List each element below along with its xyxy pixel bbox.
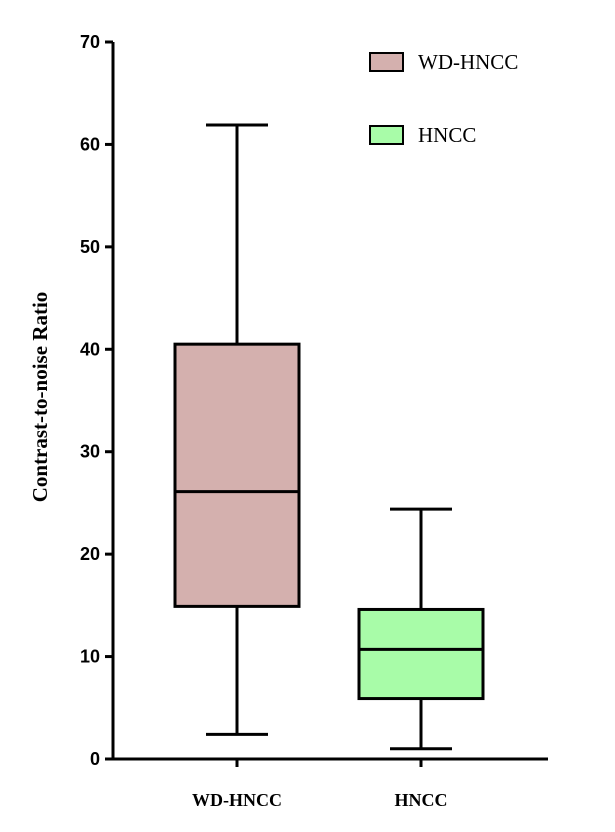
legend-label-hncc: HNCC bbox=[418, 123, 476, 147]
legend-swatch-wd-hncc bbox=[369, 52, 404, 72]
y-tick-label-0: 0 bbox=[90, 749, 100, 769]
legend-label-wd-hncc: WD-HNCC bbox=[418, 50, 518, 74]
legend-swatch-hncc bbox=[369, 125, 404, 145]
y-tick-label-40: 40 bbox=[80, 339, 100, 359]
y-axis: 0 10 20 30 40 50 60 70 bbox=[80, 32, 115, 769]
iqr-box bbox=[357, 607, 485, 701]
box-wd-hncc bbox=[173, 123, 301, 736]
y-tick-label-70: 70 bbox=[80, 32, 100, 52]
boxes bbox=[173, 123, 485, 751]
iqr-box bbox=[173, 342, 301, 608]
x-tick-label-hncc: HNCC bbox=[395, 790, 448, 810]
y-axis-title: Contrast-to-noise Ratio bbox=[28, 292, 52, 503]
y-tick-label-30: 30 bbox=[80, 442, 100, 462]
box-hncc bbox=[357, 507, 485, 751]
y-tick-label-60: 60 bbox=[80, 134, 100, 154]
x-tick-label-wd-hncc: WD-HNCC bbox=[192, 790, 282, 810]
y-tick-label-20: 20 bbox=[80, 544, 100, 564]
legend: WD-HNCC HNCC bbox=[369, 50, 518, 147]
y-tick-label-10: 10 bbox=[80, 647, 100, 667]
y-tick-label-50: 50 bbox=[80, 237, 100, 257]
x-axis: WD-HNCC HNCC bbox=[113, 757, 548, 810]
